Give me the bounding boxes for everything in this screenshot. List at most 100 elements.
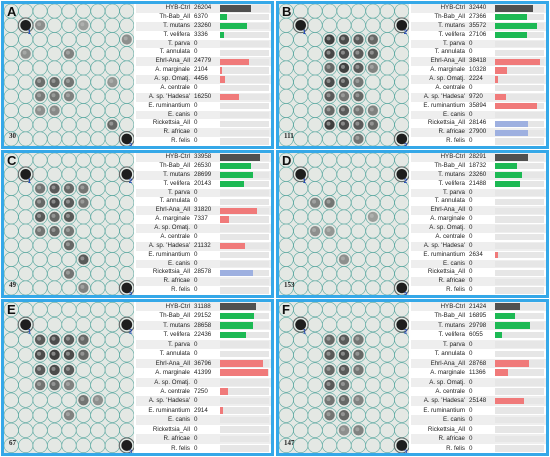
grid-well [394,347,409,363]
grid-well [350,407,366,423]
grid-well [47,46,62,62]
grid-well [76,88,91,104]
signal-bar [220,360,263,367]
probe-spot-highlight [51,336,56,341]
grid-well [76,166,91,182]
probe-spot-highlight [355,121,360,126]
probe-signal-value: 0 [194,110,198,118]
probe-name: T. parva [167,188,190,196]
probe-row: HYB-Ctrl 31188 [136,302,271,312]
grid-well [32,166,48,182]
grid-well [351,181,366,196]
grid-well [307,252,323,267]
probe-row: Th-Bab_All 29152 [136,311,271,320]
orientation-label: 1 [28,179,32,185]
probe-signal-value: 41399 [194,369,212,377]
grid-well [4,362,19,378]
grid-well [307,60,323,76]
grid-well [322,252,337,267]
grid-well [365,88,381,104]
orientation-marker [118,437,134,453]
probe-row: Rickettsia_All 0 [411,268,546,277]
probe-spot [324,364,335,376]
grid-well [47,60,62,76]
orientation-spot [396,440,408,451]
probe-spot-highlight [326,199,331,204]
signal-bar-track [220,287,269,294]
orientation-spot [121,319,133,331]
grid-well [379,332,395,348]
grid-well [119,117,134,133]
grid-well [379,317,395,333]
probe-row: A. sp. Omatj. 4456 [136,75,271,84]
probe-spot [34,20,46,31]
grid-well [307,280,323,295]
grid-well [336,181,352,196]
probe-spot [107,119,118,130]
probe-name: A. sp. 'Hadesa' [423,92,465,100]
grid-well [104,317,120,333]
orientation-label: 3 [404,143,408,146]
probe-spot [367,211,379,223]
probe-name: R. felis [171,137,190,145]
grid-well [293,437,309,453]
probe-row: A. centrale 0 [411,387,546,396]
grid-well [351,223,366,239]
grid-well [18,347,34,363]
grid-well [365,181,381,196]
probe-name: Rickettsia_All [152,119,190,127]
probe-row: Rickettsia_All 0 [136,119,271,128]
signal-bar-track [220,331,269,339]
probe-signal-value: 36796 [194,359,212,367]
probe-spot [63,183,75,194]
grid-well [47,302,63,318]
signal-bar [220,23,248,30]
probe-spot-highlight [51,366,56,371]
grid-well [32,392,48,408]
probe-row: A. marginale 7337 [136,215,271,224]
probe-spot [34,197,46,208]
signal-bar-track [495,129,544,136]
signal-bar [220,312,254,320]
probe-name: T. annulata [159,197,190,205]
probe-spot-highlight [369,64,374,69]
probe-spot [63,91,75,102]
orientation-label: 1 [303,179,307,185]
probe-spot-highlight [340,256,345,261]
probe-spot-highlight [123,36,128,41]
signal-bar-track [220,5,269,12]
grid-well [394,153,409,168]
probe-signal-value: 25148 [469,397,487,405]
probe-row: A. sp. 'Hadesa' 21132 [136,241,271,251]
probe-name: T. mutans [438,21,465,29]
grid-well [379,422,395,438]
signal-bar [495,14,527,21]
probe-signal-value: 31188 [194,303,211,310]
probe-signal-value: 28146 [469,119,487,127]
orientation-marker [393,130,409,146]
grid-well [61,4,77,19]
probe-signal-value: 0 [194,397,198,405]
probe-name: E. canis [442,416,465,424]
signal-bar-track [220,388,269,395]
grid-well [76,32,91,47]
probe-spot-highlight [65,351,70,356]
probe-spot [353,105,364,116]
grid-well [379,46,395,62]
grid-well [90,117,106,133]
probe-name: A. marginale [155,215,190,223]
probe-signal-value: 28658 [194,321,212,329]
grid-well [4,392,19,408]
orientation-spot [396,319,408,331]
probe-spot-highlight [80,351,85,356]
grid-well [76,74,91,90]
grid-well [394,60,409,76]
orientation-marker [393,437,409,453]
probe-name: A. marginale [155,369,190,377]
signal-bar-track [220,207,269,214]
grid-well [90,88,106,104]
probe-row: A. sp. Omatj. 0 [136,377,271,387]
probe-signal-value: 0 [194,259,198,267]
grid-well [4,347,19,363]
grid-well [61,153,77,168]
